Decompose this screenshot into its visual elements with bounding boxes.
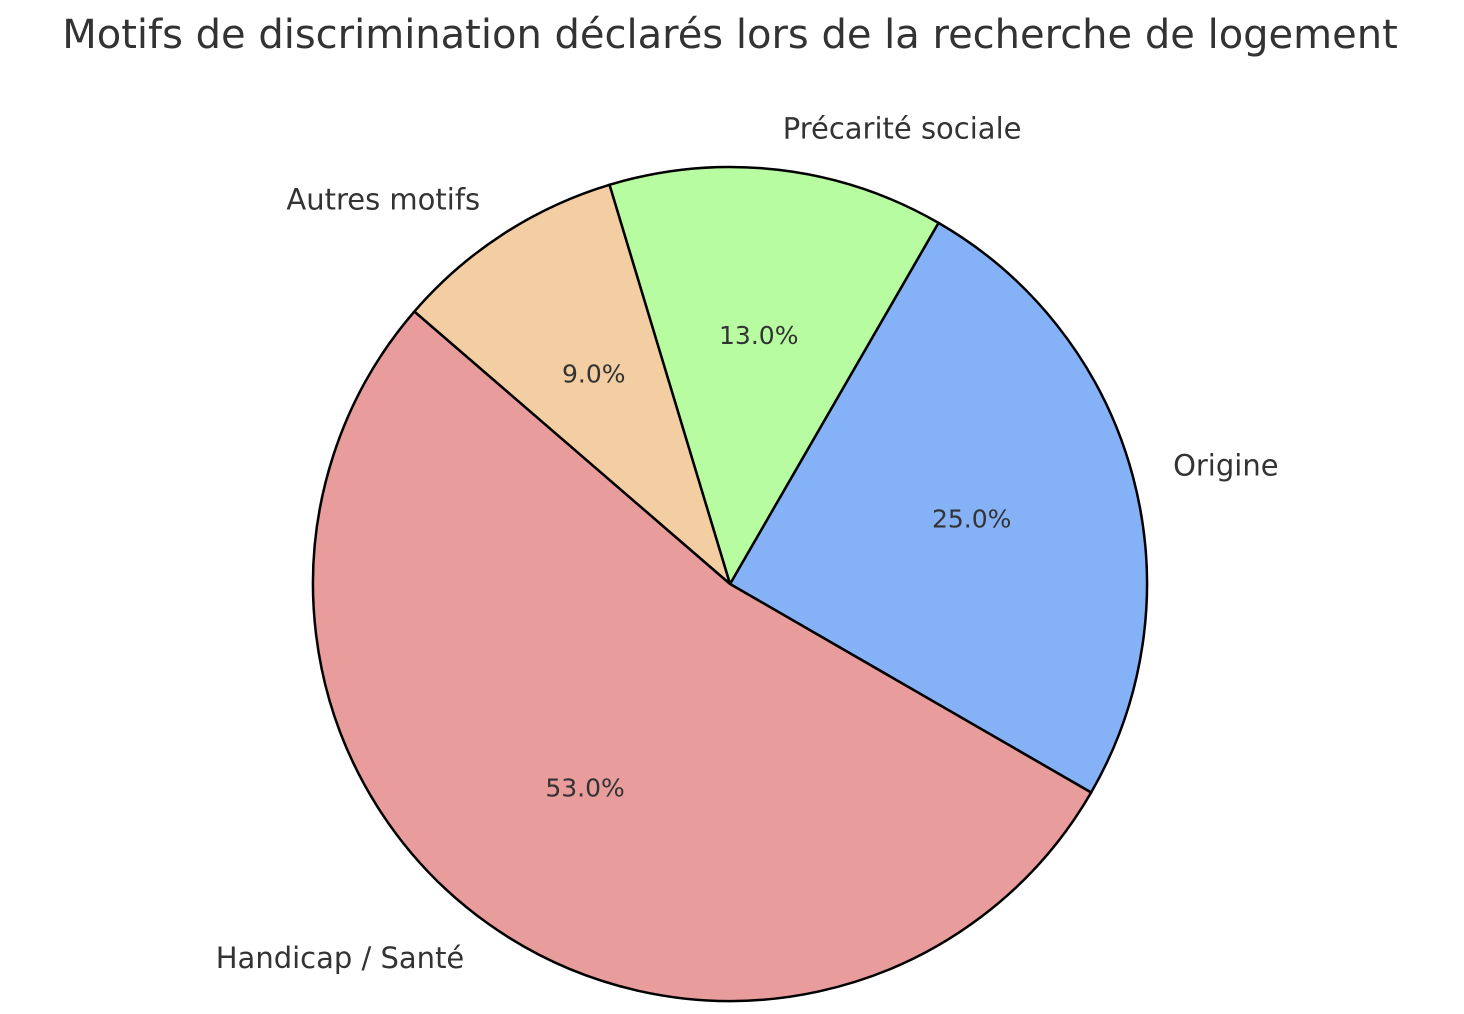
slice-label-0: Origine	[1173, 448, 1279, 482]
slice-labels: Origine 25.0% Précarité sociale 13.0% Autres…	[216, 111, 1279, 975]
slice-label-3: Handicap / Santé	[216, 941, 465, 975]
pie-slices	[311, 165, 1149, 1003]
slice-label-2: Autres motifs	[286, 182, 480, 216]
chart-title: Motifs de discrimination déclarés lors d…	[62, 12, 1398, 58]
slice-percent-label-1: 13.0%	[719, 321, 798, 350]
slice-percent-label-2: 9.0%	[562, 360, 626, 389]
pie-slice-2	[412, 183, 733, 588]
pie-slice-0	[728, 221, 1149, 795]
slice-label-1: Précarité sociale	[783, 111, 1022, 145]
pie-slice-3	[311, 309, 1093, 1003]
pie-slice-1	[607, 165, 941, 588]
slice-percent-label-3: 53.0%	[545, 773, 624, 802]
slice-percent-label-0: 25.0%	[932, 505, 1011, 534]
